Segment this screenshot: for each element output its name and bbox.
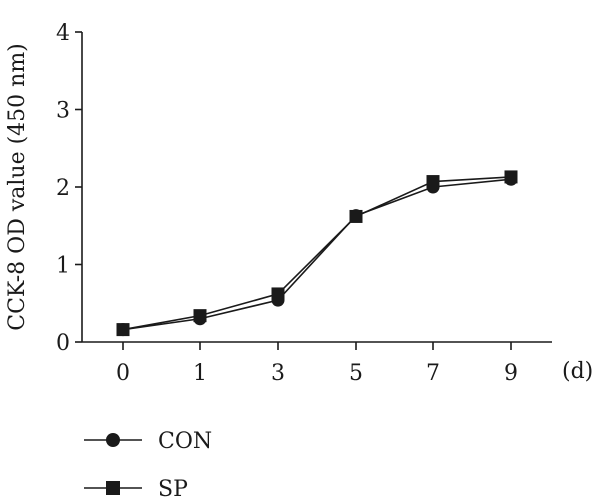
legend-item-sp: SP bbox=[84, 477, 188, 498]
data-point-sp bbox=[349, 209, 363, 223]
x-tick-label: 0 bbox=[116, 361, 130, 386]
y-tick-label: 4 bbox=[56, 21, 70, 46]
x-tick-label: 5 bbox=[349, 361, 363, 386]
x-tick-label: 9 bbox=[504, 361, 518, 386]
series-layer bbox=[116, 170, 518, 337]
legend: CON SP bbox=[84, 429, 212, 498]
y-tick-label: 3 bbox=[56, 99, 70, 124]
y-tick-label: 2 bbox=[56, 176, 70, 201]
data-point-sp bbox=[193, 309, 207, 323]
series-line-con bbox=[122, 178, 512, 331]
legend-label: CON bbox=[158, 429, 212, 454]
x-tick-label: 1 bbox=[193, 361, 207, 386]
y-axis-label: CCK-8 OD value (450 nm) bbox=[5, 43, 30, 331]
x-tick-label: 3 bbox=[271, 361, 285, 386]
y-tick-label: 1 bbox=[56, 254, 70, 279]
x-tick-label: 7 bbox=[426, 361, 440, 386]
legend-marker-square bbox=[106, 481, 120, 495]
y-tick-label: 0 bbox=[56, 331, 70, 356]
data-point-sp bbox=[116, 323, 130, 337]
series-line-sp bbox=[122, 176, 512, 331]
legend-label: SP bbox=[158, 477, 188, 498]
x-axis-unit-label: (d) bbox=[562, 359, 593, 384]
data-point-sp bbox=[271, 287, 285, 301]
data-point-sp bbox=[504, 170, 518, 184]
legend-item-con: CON bbox=[84, 429, 212, 454]
y-axis: 0 1 2 3 4 bbox=[56, 21, 83, 356]
x-axis: 0 1 3 5 7 9 bbox=[82, 341, 552, 386]
data-point-sp bbox=[426, 175, 440, 189]
legend-marker-circle bbox=[106, 433, 120, 447]
